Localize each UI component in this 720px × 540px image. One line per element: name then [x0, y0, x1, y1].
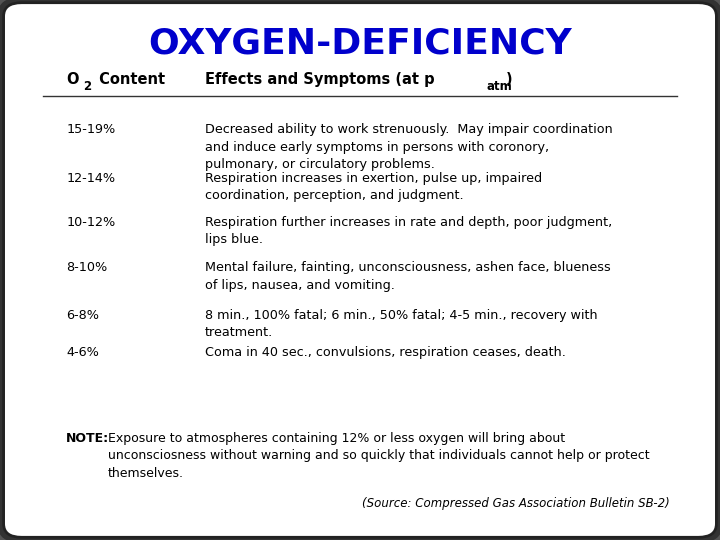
Text: 8 min., 100% fatal; 6 min., 50% fatal; 4-5 min., recovery with
treatment.: 8 min., 100% fatal; 6 min., 50% fatal; 4…	[205, 309, 598, 339]
Text: 12-14%: 12-14%	[66, 172, 115, 185]
FancyBboxPatch shape	[4, 3, 716, 537]
FancyBboxPatch shape	[0, 0, 720, 540]
Text: 8-10%: 8-10%	[66, 261, 107, 274]
Text: OXYGEN-DEFICIENCY: OXYGEN-DEFICIENCY	[148, 26, 572, 60]
Text: 6-8%: 6-8%	[66, 309, 99, 322]
Text: Exposure to atmospheres containing 12% or less oxygen will bring about
unconscio: Exposure to atmospheres containing 12% o…	[108, 432, 649, 480]
Text: 15-19%: 15-19%	[66, 123, 115, 136]
Text: Decreased ability to work strenuously.  May impair coordination
and induce early: Decreased ability to work strenuously. M…	[205, 123, 613, 171]
Text: atm: atm	[486, 80, 512, 93]
Text: NOTE:: NOTE:	[66, 432, 109, 445]
Text: Effects and Symptoms (at p: Effects and Symptoms (at p	[205, 72, 435, 87]
Text: 10-12%: 10-12%	[66, 216, 115, 229]
Text: Respiration further increases in rate and depth, poor judgment,
lips blue.: Respiration further increases in rate an…	[205, 216, 613, 246]
Text: Mental failure, fainting, unconsciousness, ashen face, blueness
of lips, nausea,: Mental failure, fainting, unconsciousnes…	[205, 261, 611, 292]
Text: (Source: Compressed Gas Association Bulletin SB-2): (Source: Compressed Gas Association Bull…	[362, 497, 670, 510]
Text: 4-6%: 4-6%	[66, 346, 99, 359]
FancyBboxPatch shape	[0, 0, 720, 540]
Text: O: O	[66, 72, 78, 87]
FancyBboxPatch shape	[1, 1, 719, 539]
Text: Respiration increases in exertion, pulse up, impaired
coordination, perception, : Respiration increases in exertion, pulse…	[205, 172, 542, 202]
Text: ): )	[506, 72, 513, 87]
Text: 2: 2	[84, 80, 91, 93]
Text: Content: Content	[94, 72, 165, 87]
Text: Coma in 40 sec., convulsions, respiration ceases, death.: Coma in 40 sec., convulsions, respiratio…	[205, 346, 566, 359]
